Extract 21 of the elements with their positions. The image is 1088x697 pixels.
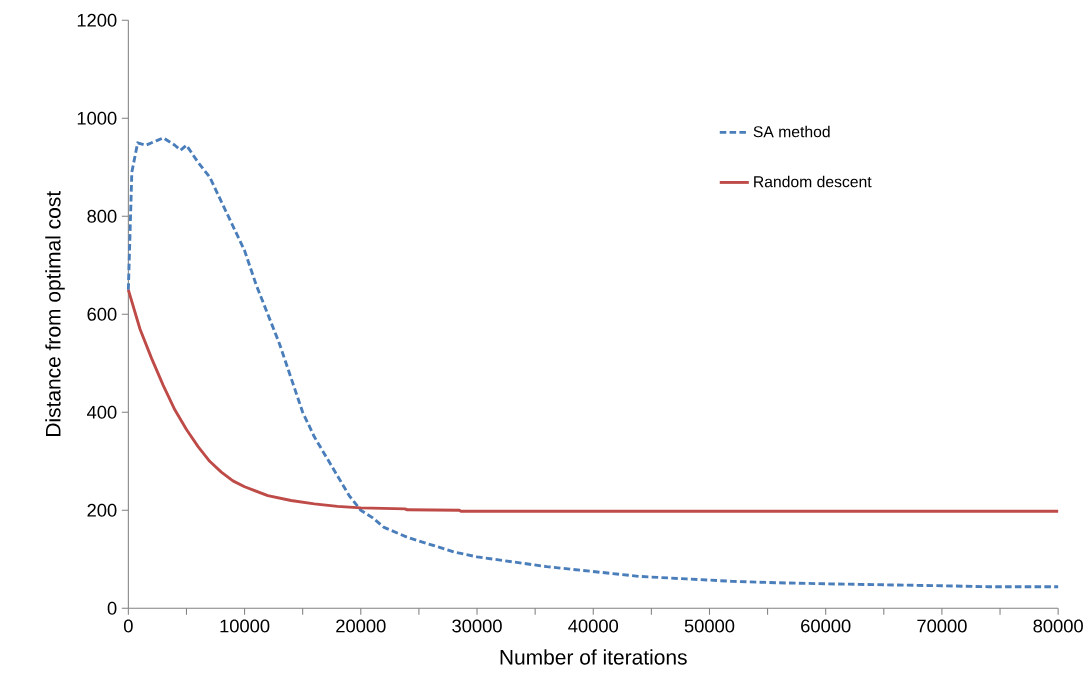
legend-label: Random descent xyxy=(754,175,872,188)
x-tick-label: 10000 xyxy=(220,619,270,633)
y-tick-label: 0 xyxy=(107,601,117,615)
legend-label: SA method xyxy=(753,125,830,138)
x-axis-title: Number of iterations xyxy=(500,649,687,665)
x-tick-label: 0 xyxy=(123,619,133,633)
y-tick-label: 1000 xyxy=(77,111,117,125)
y-axis-title: Distance from optimal cost xyxy=(45,190,65,436)
y-tick-label: 600 xyxy=(87,307,117,321)
x-tick-label: 20000 xyxy=(336,619,386,633)
y-tick-label: 1200 xyxy=(77,13,117,27)
x-tick-label: 60000 xyxy=(801,619,851,633)
x-tick-label: 50000 xyxy=(684,619,735,633)
x-tick-label: 40000 xyxy=(568,619,619,633)
y-tick-label: 200 xyxy=(87,503,117,517)
y-tick-label: 800 xyxy=(87,209,117,223)
x-tick-label: 70000 xyxy=(917,619,967,633)
y-tick-label: 400 xyxy=(86,405,117,419)
line-series xyxy=(126,288,1060,513)
x-tick-label: 30000 xyxy=(452,619,502,633)
x-tick-label: 80000 xyxy=(1033,619,1083,633)
